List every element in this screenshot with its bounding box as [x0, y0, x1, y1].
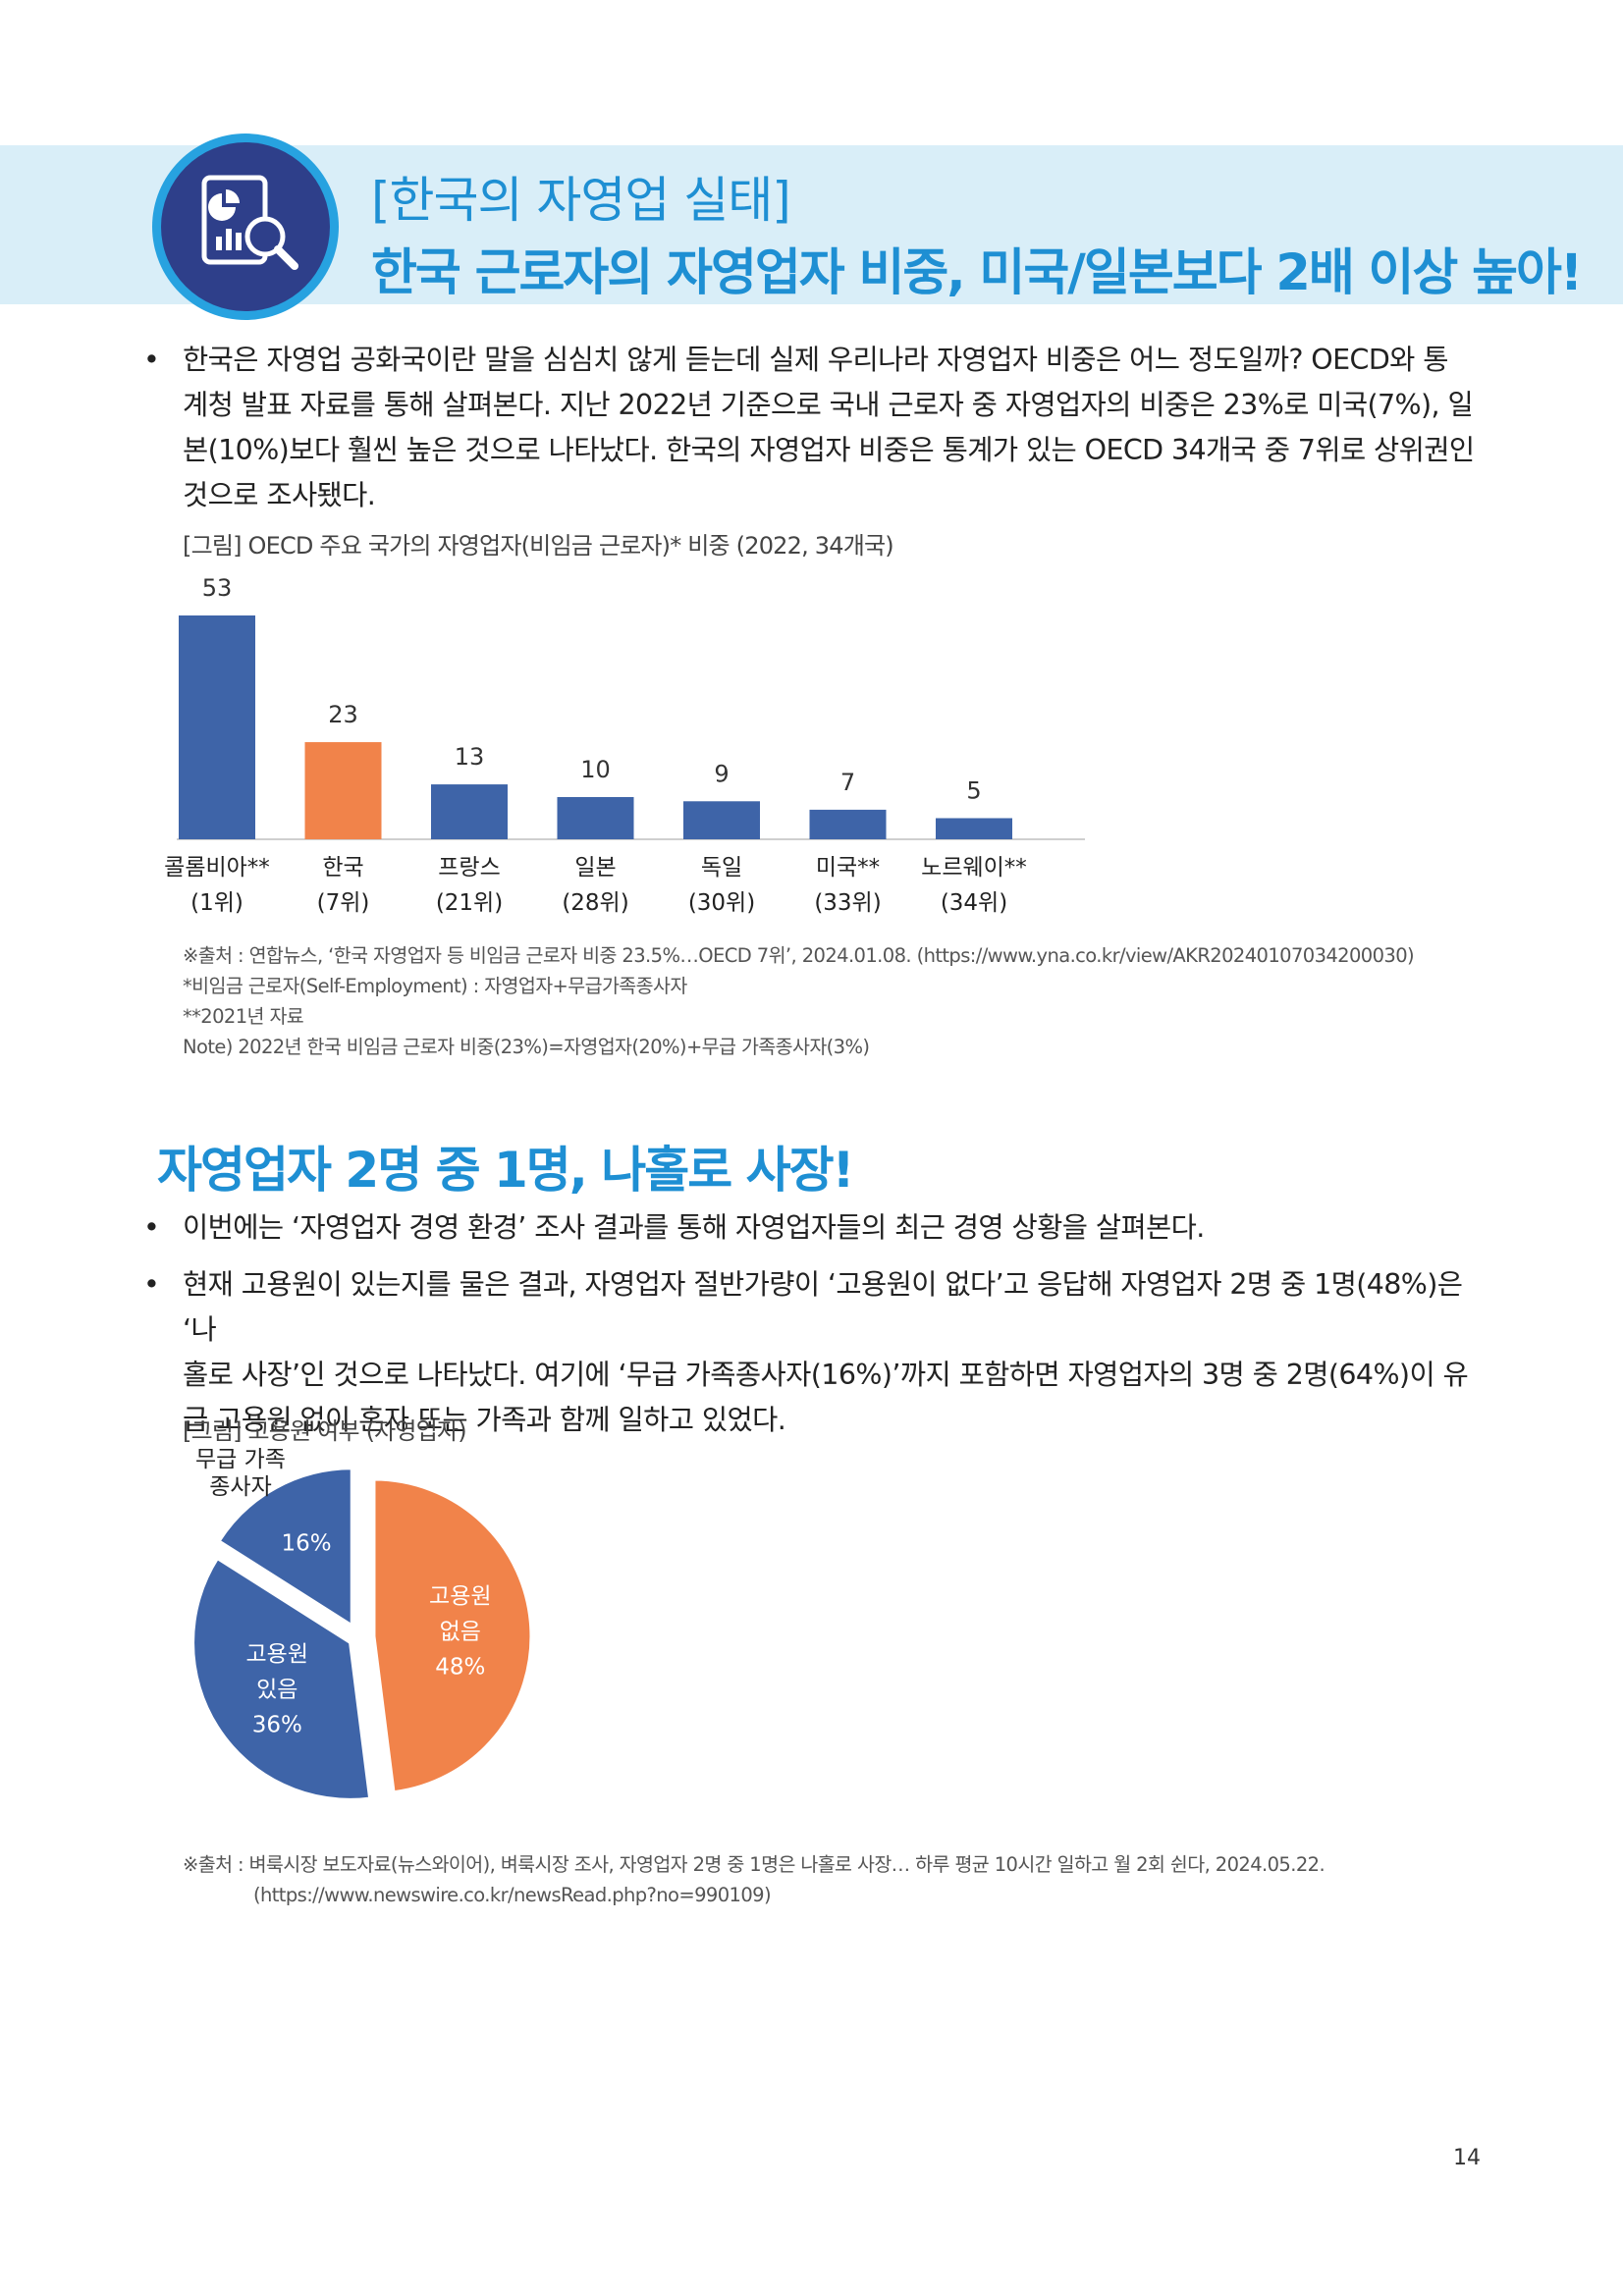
header-title: 한국 근로자의 자영업자 비중, 미국/일본보다 2배 이상 높아!	[371, 244, 1583, 302]
category-label: 미국**	[816, 855, 880, 881]
source-line: ※출처 : 벼룩시장 보도자료(뉴스와이어), 벼룩시장 조사, 자영업자 2명…	[183, 1853, 1325, 1876]
bar-value-label: 53	[202, 574, 233, 602]
bar	[936, 818, 1012, 839]
category-rank-label: (30위)	[688, 890, 755, 916]
source-line: **2021년 자료	[183, 1005, 304, 1028]
source-line: Note) 2022년 한국 비임금 근로자 비중(23%)=자영업자(20%)…	[183, 1036, 870, 1058]
category-label: 일본	[574, 855, 616, 881]
bullet-marker: •	[143, 1211, 160, 1244]
pie-slice	[191, 1556, 372, 1801]
category-label: 독일	[701, 855, 742, 881]
intro-line: 것으로 조사됐다.	[183, 479, 376, 511]
bullet-line: 홀로 사장’인 것으로 나타났다. 여기에 ‘무급 가족종사자(16%)’까지 …	[183, 1359, 1469, 1391]
bar-value-label: 5	[966, 776, 981, 804]
category-rank-label: (33위)	[814, 890, 881, 916]
category-rank-label: (28위)	[562, 890, 628, 916]
bar-value-label: 13	[455, 743, 485, 771]
report-logo	[152, 133, 339, 320]
figure1-sources: ※출처 : 연합뉴스, ‘한국 자영업자 등 비임금 근로자 비중 23.5%……	[183, 940, 1415, 1062]
pie-outside-label: 종사자	[209, 1474, 271, 1500]
pie-slice-label: 고용원	[246, 1642, 308, 1668]
bar	[179, 615, 255, 839]
section2-bullet1: • 이번에는 ‘자영업자 경영 환경’ 조사 결과를 통해 자영업자들의 최근 …	[143, 1205, 1479, 1251]
intro-paragraph: • 한국은 자영업 공화국이란 말을 심심치 않게 듣는데 실제 우리나라 자영…	[143, 338, 1479, 518]
intro-line: 본(10%)보다 훨씬 높은 것으로 나타났다. 한국의 자영업자 비중은 통계…	[183, 434, 1475, 466]
bar	[431, 784, 508, 839]
bullet-line: 현재 고용원이 있는지를 물은 결과, 자영업자 절반가량이 ‘고용원이 없다’…	[183, 1268, 1463, 1346]
section2-bullet2: • 현재 고용원이 있는지를 물은 결과, 자영업자 절반가량이 ‘고용원이 없…	[143, 1262, 1479, 1443]
category-rank-label: (21위)	[436, 890, 503, 916]
category-rank-label: (34위)	[941, 890, 1007, 916]
pie-slice-label: 16%	[281, 1531, 331, 1557]
bullet-text: 이번에는 ‘자영업자 경영 환경’ 조사 결과를 통해 자영업자들의 최근 경영…	[183, 1211, 1205, 1244]
header-subtitle: [한국의 자영업 실태]	[371, 172, 791, 229]
section-title: 자영업자 2명 중 1명, 나홀로 사장!	[157, 1142, 854, 1199]
page-number: 14	[1453, 2146, 1481, 2170]
category-label: 콜롬비아**	[164, 855, 270, 881]
pie-slice-label: 48%	[435, 1654, 485, 1680]
pie-slice-label: 있음	[256, 1678, 298, 1703]
pie-slice-label: 없음	[440, 1619, 481, 1644]
bar	[809, 809, 887, 839]
bar	[557, 796, 634, 839]
category-label: 한국	[322, 855, 363, 881]
source-line: ※출처 : 연합뉴스, ‘한국 자영업자 등 비임금 근로자 비중 23.5%……	[183, 944, 1415, 967]
pie-slice	[217, 1467, 353, 1629]
intro-line: 계청 발표 자료를 통해 살펴본다. 지난 2022년 기준으로 국내 근로자 …	[183, 389, 1474, 421]
figure2-sources: ※출처 : 벼룩시장 보도자료(뉴스와이어), 벼룩시장 조사, 자영업자 2명…	[183, 1849, 1325, 1910]
source-line: (https://www.newswire.co.kr/newsRead.php…	[253, 1884, 772, 1906]
bar-value-label: 9	[714, 760, 729, 787]
figure2-caption: [그림] 고용원 여부 (자영업자)	[183, 1417, 467, 1445]
bar	[683, 801, 760, 839]
pie-outside-label: 무급 가족	[195, 1447, 286, 1472]
category-label: 노르웨이**	[921, 855, 1027, 881]
pie-slice-label: 36%	[252, 1713, 302, 1738]
figure1-caption: [그림] OECD 주요 국가의 자영업자(비임금 근로자)* 비중 (2022…	[183, 532, 894, 560]
pie-slice-label: 고용원	[429, 1583, 491, 1609]
category-rank-label: (7위)	[317, 890, 370, 916]
bullet-line: 급 고용원 없이 혼자 또는 가족과 함께 일하고 있었다.	[183, 1404, 786, 1436]
bar-value-label: 7	[840, 769, 855, 796]
bar	[304, 742, 382, 839]
bar-value-label: 23	[328, 701, 358, 728]
category-label: 프랑스	[438, 855, 500, 881]
intro-line: 한국은 자영업 공화국이란 말을 심심치 않게 듣는데 실제 우리나라 자영업자…	[183, 344, 1448, 376]
chart-magnifier-icon	[161, 142, 330, 311]
bar-value-label: 10	[580, 756, 611, 783]
category-rank-label: (1위)	[190, 890, 243, 916]
bullet-marker: •	[143, 344, 160, 376]
pie-slice	[372, 1477, 533, 1794]
bar-chart: 53 콜롬비아** (1위) 23 한국 (7위) 13 프랑스 (21위) 10 일본 (28위) 9…	[164, 574, 1085, 916]
bullet-marker: •	[143, 1268, 160, 1301]
source-line: *비임금 근로자(Self-Employment) : 자영업자+무급가족종사자	[183, 975, 687, 997]
